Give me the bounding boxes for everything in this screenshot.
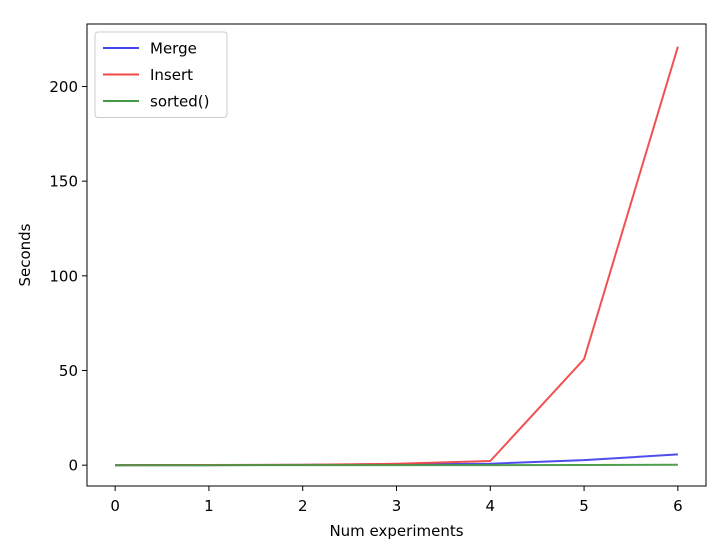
y-axis-ticks: 0 50 100 150 200 (49, 78, 87, 475)
y-tick-label: 150 (49, 173, 78, 191)
legend: Merge Insert sorted() (94, 31, 228, 118)
x-tick-label: 6 (673, 497, 683, 515)
x-tick-label: 1 (204, 497, 214, 515)
legend-label: Merge (150, 40, 197, 58)
y-axis-title: Seconds (16, 223, 34, 286)
legend-label: sorted() (150, 93, 210, 111)
x-axis-title: Num experiments (329, 522, 463, 540)
y-tick-label: 100 (49, 267, 78, 285)
x-tick-label: 3 (392, 497, 402, 515)
series-layer (115, 46, 679, 467)
x-tick-label: 4 (486, 497, 496, 515)
legend-box (94, 31, 228, 118)
x-tick-label: 5 (579, 497, 589, 515)
y-tick-label: 200 (49, 78, 78, 96)
y-tick-label: 50 (59, 362, 78, 380)
x-axis-ticks: 0 1 2 3 4 5 6 (110, 486, 683, 515)
x-tick-label: 2 (298, 497, 308, 515)
legend-label: Insert (150, 66, 193, 84)
y-tick-label: 0 (68, 457, 78, 475)
x-tick-label: 0 (110, 497, 120, 515)
